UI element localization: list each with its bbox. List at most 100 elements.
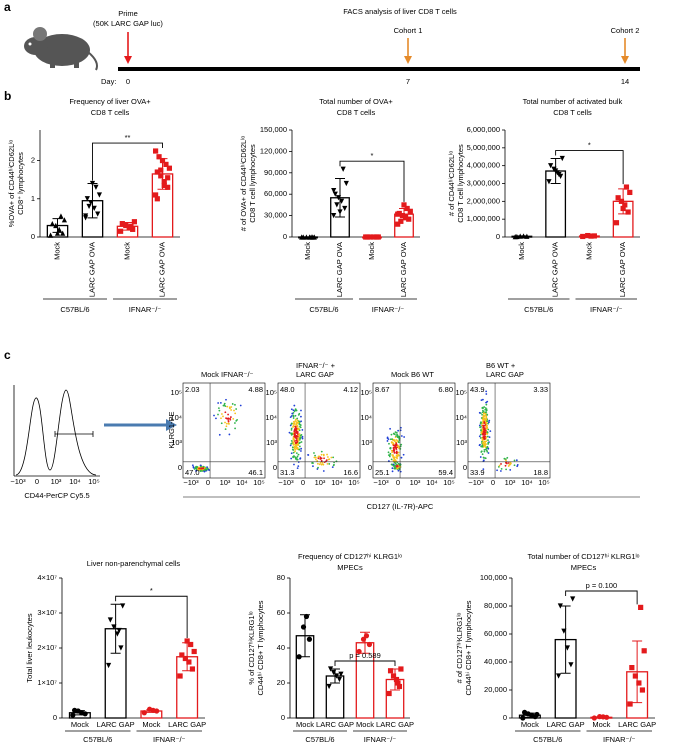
error-bar bbox=[74, 710, 85, 716]
event-dot bbox=[296, 419, 299, 422]
event-dot bbox=[299, 457, 301, 460]
data-point bbox=[117, 228, 124, 234]
event-dot bbox=[389, 452, 392, 455]
event-dot bbox=[220, 422, 223, 425]
event-dot bbox=[220, 417, 222, 420]
event-dot bbox=[394, 460, 397, 462]
x-tick-label: LARC GAP bbox=[97, 720, 135, 729]
chart-title: CD8 T cells bbox=[553, 108, 592, 117]
event-dot bbox=[297, 427, 300, 430]
x-tick-label: LARC GAP bbox=[376, 720, 414, 729]
significance-label: * bbox=[588, 141, 591, 150]
event-dot bbox=[300, 420, 303, 423]
day-tick: 14 bbox=[621, 77, 629, 86]
y-tick-label: 0 bbox=[31, 232, 35, 241]
x-tick-label: 10³ bbox=[315, 478, 326, 487]
x-tick-label: 0 bbox=[301, 478, 305, 487]
day-tick: 7 bbox=[406, 77, 410, 86]
data-point bbox=[93, 184, 99, 190]
event-dot bbox=[505, 468, 508, 471]
chart-title: CD8 T cells bbox=[337, 108, 376, 117]
error-bar bbox=[399, 207, 409, 221]
event-dot bbox=[291, 433, 293, 436]
event-dot bbox=[292, 415, 295, 418]
event-dot bbox=[487, 447, 490, 450]
plot-title: LARC GAP bbox=[296, 370, 334, 379]
event-dot bbox=[482, 415, 485, 418]
data-point bbox=[128, 223, 134, 229]
event-dot bbox=[320, 459, 323, 462]
x-tick-label: 10⁴ bbox=[426, 478, 438, 487]
event-dot bbox=[389, 438, 392, 441]
chart-title: CD8 T cells bbox=[91, 108, 130, 117]
event-dot bbox=[483, 406, 486, 408]
event-dot bbox=[225, 425, 228, 428]
event-dot bbox=[292, 417, 295, 419]
event-dot bbox=[481, 428, 484, 431]
event-dot bbox=[396, 467, 399, 470]
event-dot bbox=[293, 440, 296, 442]
event-dot bbox=[292, 451, 295, 454]
event-dot bbox=[497, 465, 500, 468]
x-tick-label: 0 bbox=[206, 478, 210, 487]
event-dot bbox=[292, 437, 295, 439]
data-point bbox=[152, 148, 159, 154]
event-dot bbox=[395, 452, 398, 455]
event-dot bbox=[482, 468, 485, 471]
event-dot bbox=[484, 457, 487, 460]
event-dot bbox=[221, 413, 223, 415]
significance-bracket bbox=[555, 150, 624, 185]
event-dot bbox=[235, 408, 238, 410]
event-dot bbox=[486, 413, 489, 416]
quadrant-value: 46.1 bbox=[248, 468, 263, 477]
event-dot bbox=[294, 414, 297, 417]
plot-title: Mock B6 WT bbox=[391, 370, 434, 379]
y-axis-label: CD44ʰⁱ CD8+ T lymphocytes bbox=[464, 600, 473, 695]
significance-bracket bbox=[565, 590, 638, 605]
event-dot bbox=[402, 453, 405, 456]
error-bar bbox=[330, 668, 340, 684]
event-dot bbox=[314, 456, 317, 459]
event-dot bbox=[297, 413, 300, 416]
quadrant-value: 16.6 bbox=[343, 468, 358, 477]
event-dot bbox=[487, 422, 489, 425]
event-dot bbox=[294, 429, 296, 431]
event-dot bbox=[295, 452, 298, 455]
x-tick-label: −10³ bbox=[278, 478, 294, 487]
data-point bbox=[520, 715, 526, 721]
event-dot bbox=[213, 414, 215, 417]
data-point bbox=[105, 662, 112, 669]
y-axis-label: Total liver leukocytes bbox=[25, 613, 34, 682]
event-dot bbox=[486, 445, 489, 448]
event-dot bbox=[507, 465, 510, 467]
event-dot bbox=[390, 441, 393, 443]
data-point bbox=[296, 654, 302, 660]
event-dot bbox=[488, 436, 491, 439]
event-dot bbox=[294, 408, 297, 410]
event-dot bbox=[289, 444, 292, 447]
event-dot bbox=[480, 425, 482, 428]
event-dot bbox=[483, 450, 486, 453]
event-dot bbox=[328, 463, 331, 465]
data-point bbox=[177, 673, 183, 679]
event-dot bbox=[487, 439, 489, 442]
data-point bbox=[340, 166, 346, 172]
data-point bbox=[154, 196, 160, 202]
x-tick-label: 10⁵ bbox=[88, 477, 99, 486]
event-dot bbox=[294, 448, 297, 451]
event-dot bbox=[485, 416, 488, 419]
event-dot bbox=[479, 433, 482, 436]
event-dot bbox=[236, 418, 239, 421]
mouse-icon bbox=[24, 27, 98, 71]
event-dot bbox=[332, 464, 335, 467]
event-dot bbox=[292, 443, 295, 446]
error-bar bbox=[146, 709, 157, 713]
event-dot bbox=[322, 463, 325, 466]
error-bar bbox=[618, 188, 629, 215]
event-dot bbox=[290, 452, 293, 455]
event-dot bbox=[312, 465, 314, 468]
event-dot bbox=[290, 442, 293, 445]
event-dot bbox=[482, 456, 485, 459]
quadrant-value: 47.0 bbox=[185, 468, 200, 477]
plot-title: B6 WT + bbox=[486, 361, 516, 370]
